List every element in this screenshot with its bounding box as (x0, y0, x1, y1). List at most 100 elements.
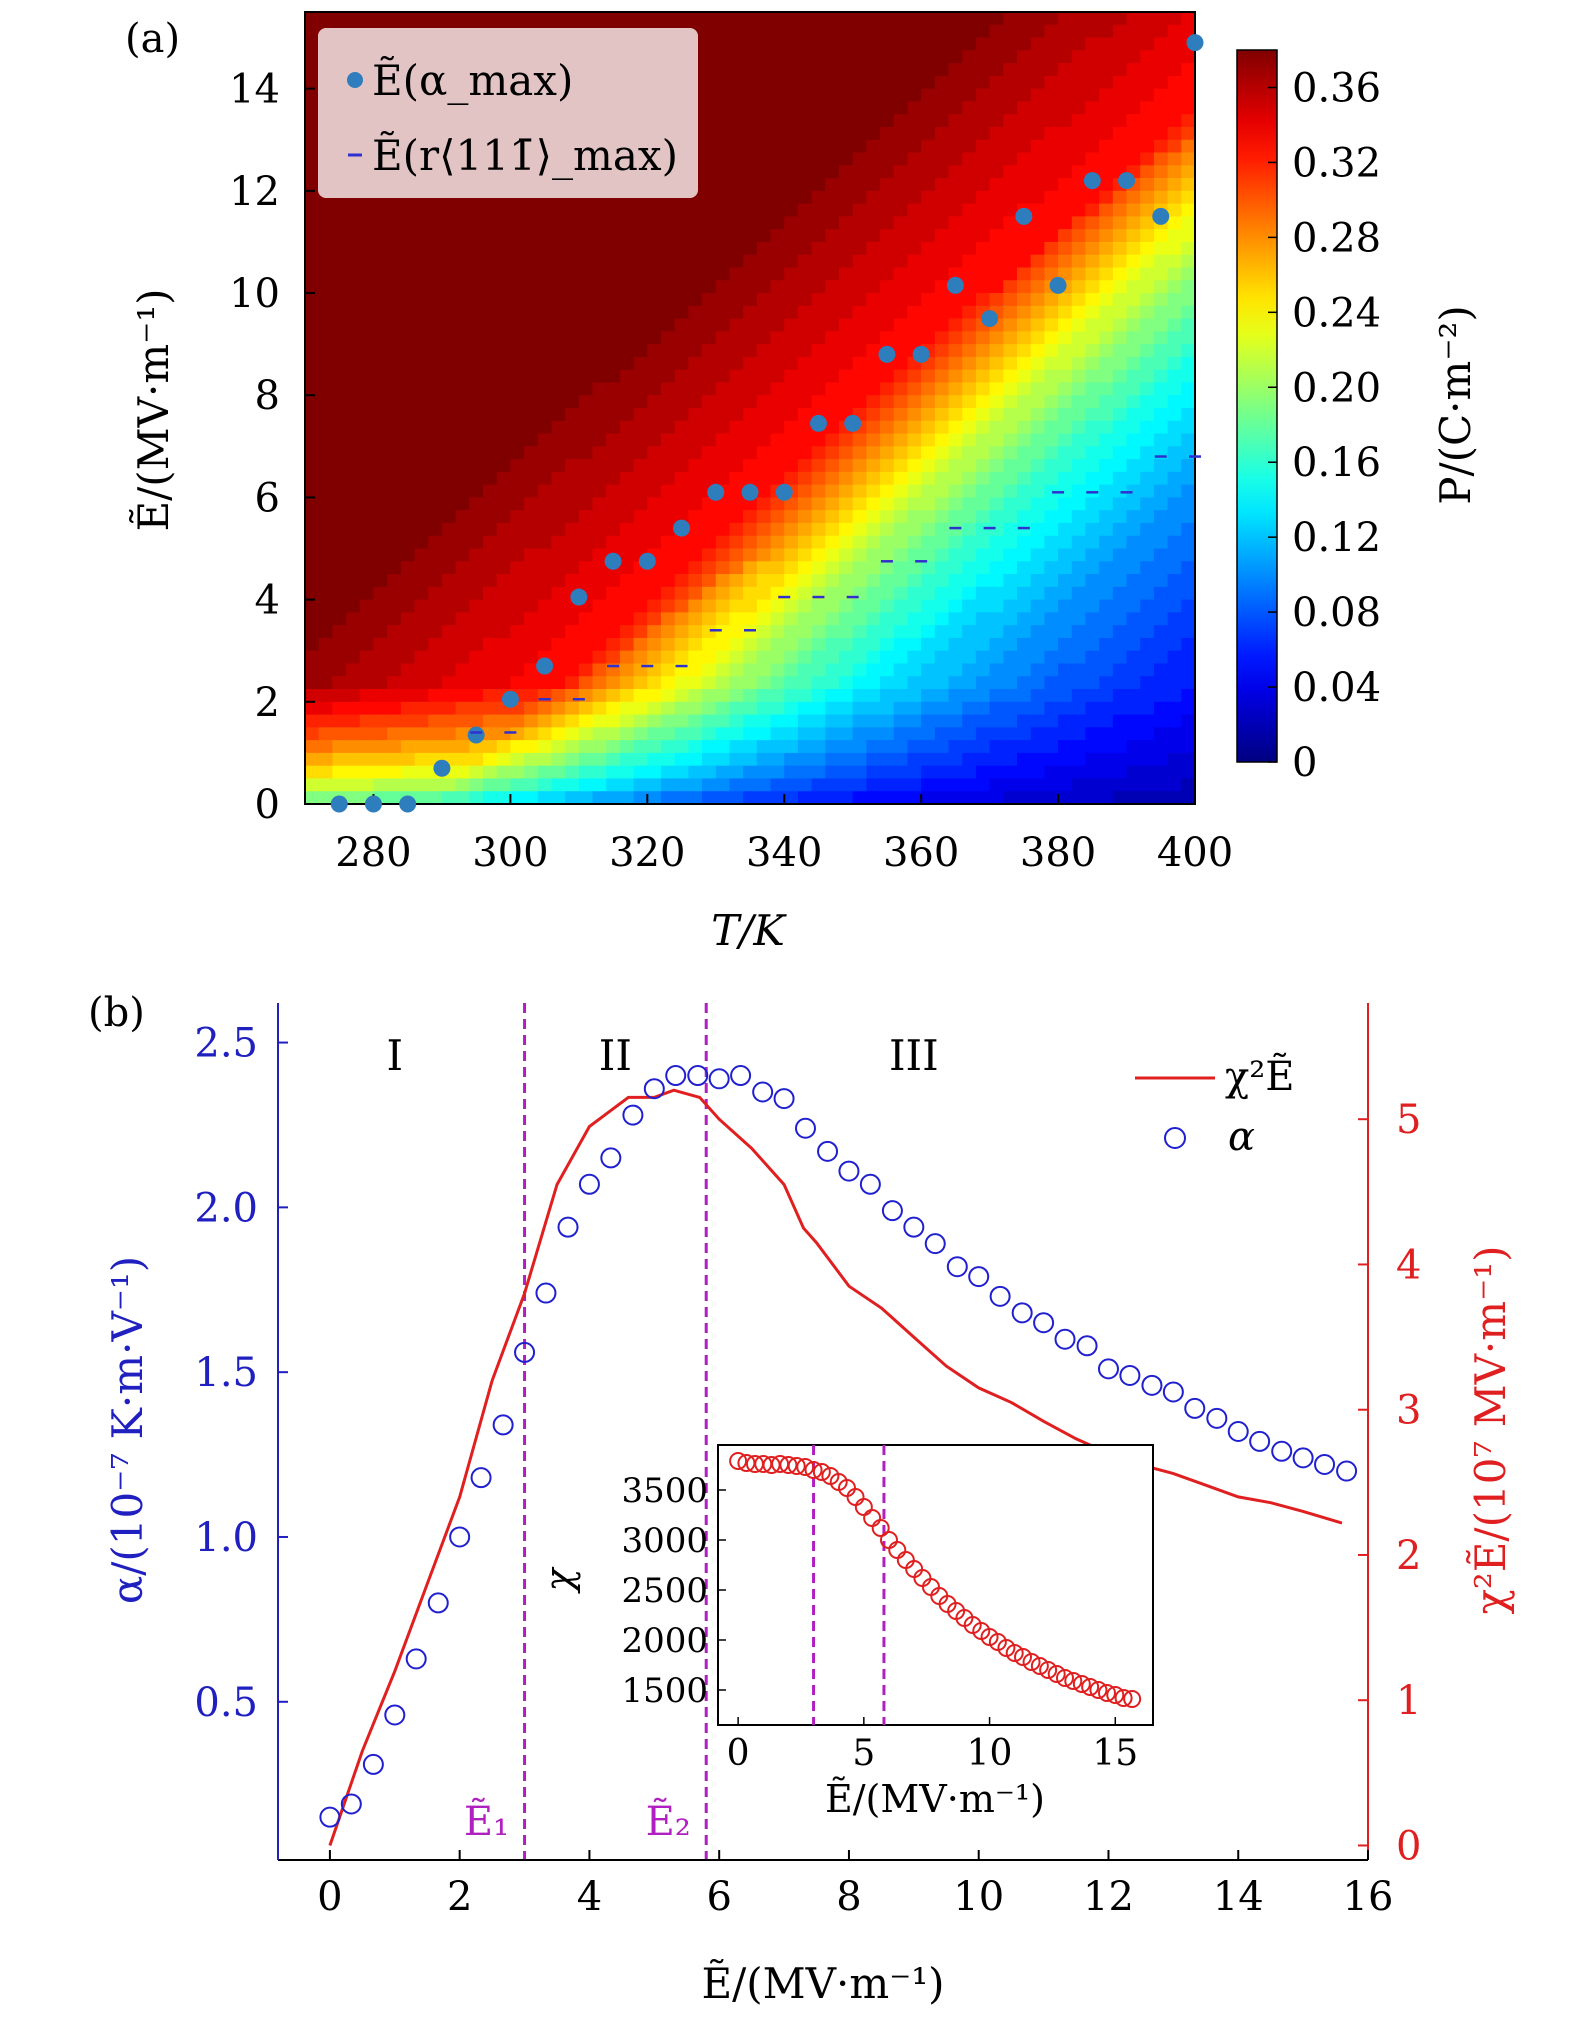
heatmap-cell (1044, 484, 1059, 499)
heatmap-cell (551, 574, 566, 588)
heatmap-cell (373, 420, 388, 435)
heatmap-cell (441, 408, 457, 422)
heatmap-cell (1003, 75, 1018, 90)
heatmap-cell (647, 484, 662, 499)
heatmap-cell (441, 331, 457, 345)
heatmap-cell (839, 586, 854, 601)
heatmap-cell (592, 293, 608, 307)
panel-b-label: (b) (88, 990, 145, 1036)
heatmap-cell (797, 497, 813, 511)
heatmap-cell (1017, 75, 1032, 90)
heatmap-cell (1099, 471, 1114, 486)
heatmap-cell (305, 471, 320, 486)
heatmap-cell (1017, 714, 1032, 729)
heatmap-cell (989, 152, 1005, 167)
panel-a-x-label: T/K (711, 906, 787, 955)
heatmap-cell (948, 152, 964, 167)
heatmap-cell (989, 178, 1005, 192)
heatmap-cell (921, 459, 936, 473)
heatmap-cell (661, 395, 676, 409)
heatmap-cell (1030, 689, 1046, 703)
heatmap-cell (702, 356, 717, 371)
heatmap-cell (373, 574, 388, 588)
heatmap-cell (633, 229, 649, 243)
heatmap-cell (524, 574, 539, 588)
panel-b-left-ticks: 0.51.01.52.02.5 (194, 1021, 288, 1726)
heatmap-cell (852, 24, 868, 39)
heatmap-cell (674, 395, 690, 409)
heatmap-cell (1071, 778, 1087, 793)
heatmap-cell (1181, 75, 1195, 90)
heatmap-cell (633, 535, 649, 550)
heatmap-cell (1181, 574, 1195, 588)
heatmap-cell (661, 689, 676, 703)
heatmap-cell (797, 75, 813, 90)
heatmap-cell (1140, 765, 1155, 780)
heatmap-cell (825, 689, 840, 703)
heatmap-cell (989, 101, 1005, 115)
heatmap-cell (866, 152, 881, 167)
heatmap-cell (524, 650, 539, 665)
heatmap-cell (565, 433, 580, 448)
heatmap-cell (346, 12, 361, 26)
heatmap-cell (715, 535, 731, 550)
heatmap-cell (729, 165, 744, 179)
heatmap-cell (1112, 203, 1128, 218)
heatmap-cell (1112, 484, 1128, 499)
heatmap-cell (1030, 791, 1046, 804)
heatmap-cell (359, 446, 375, 460)
alpha-point (1033, 1312, 1055, 1334)
alpha-point (578, 1173, 600, 1195)
heatmap-cell (1003, 254, 1018, 269)
heatmap-cell (989, 459, 1005, 473)
heatmap-cell (702, 676, 717, 690)
heatmap-cell (880, 152, 895, 167)
heatmap-cell (811, 101, 827, 115)
heatmap-cell (1044, 612, 1059, 626)
heatmap-cell (1058, 216, 1073, 230)
heatmap-cell (428, 459, 443, 473)
heatmap-cell (811, 446, 827, 460)
heatmap-cell (743, 650, 758, 665)
heatmap-cell (784, 63, 799, 77)
heatmap-cell (797, 63, 813, 77)
heatmap-cell (1167, 241, 1183, 256)
heatmap-cell (1085, 229, 1100, 243)
heatmap-cell (880, 535, 895, 550)
heatmap-cell (1126, 280, 1142, 294)
heatmap-cell (455, 701, 471, 716)
heatmap-cell (428, 740, 443, 754)
heatmap-cell (880, 586, 895, 601)
heatmap-cell (811, 701, 827, 716)
heatmap-cell (400, 382, 416, 397)
heatmap-cell (1112, 305, 1128, 320)
heatmap-cell (852, 12, 868, 26)
heatmap-cell (1044, 216, 1059, 230)
heatmap-cell (1085, 382, 1100, 397)
heatmap-cell (756, 791, 772, 804)
heatmap-cell (373, 254, 388, 269)
alpha-point (1314, 1453, 1336, 1475)
heatmap-cell (934, 663, 950, 678)
heatmap-cell (469, 650, 484, 665)
heatmap-cell (934, 471, 950, 486)
heatmap-cell (729, 139, 744, 154)
heatmap-cell (1030, 152, 1046, 167)
x-tick-label: 8 (836, 1874, 861, 1920)
heatmap-cell (524, 778, 539, 793)
heatmap-cell (934, 765, 950, 780)
heatmap-cell (387, 561, 402, 575)
heatmap-cell (1112, 574, 1128, 588)
heatmap-cell (1017, 586, 1032, 601)
heatmap-cell (1044, 740, 1059, 754)
heatmap-cell (1058, 625, 1073, 639)
heatmap-cell (1126, 114, 1142, 128)
heatmap-cell (647, 752, 662, 767)
right-tick-label: 1 (1396, 1678, 1421, 1724)
heatmap-cell (825, 165, 840, 179)
heatmap-cell (647, 497, 662, 511)
heatmap-cell (305, 152, 320, 167)
heatmap-cell (1058, 369, 1073, 384)
heatmap-cell (784, 178, 799, 192)
heatmap-cell (688, 331, 703, 345)
